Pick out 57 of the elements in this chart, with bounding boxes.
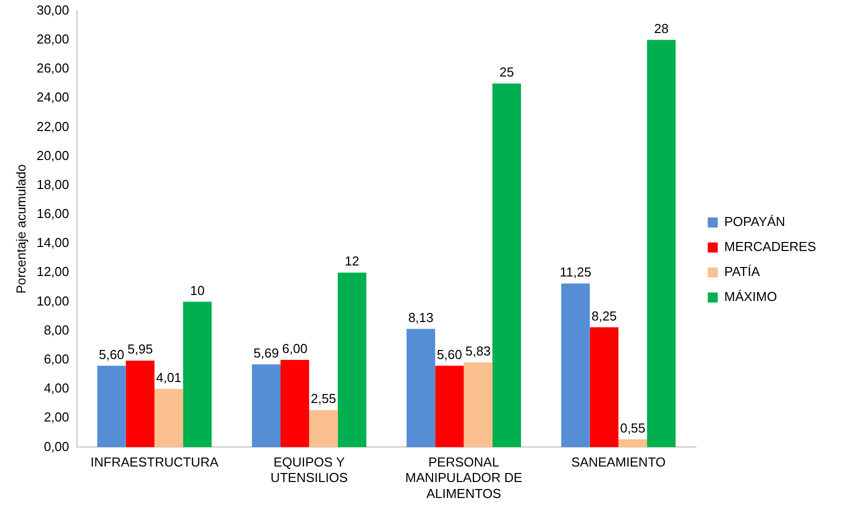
legend-label: PATÍA xyxy=(724,264,760,280)
bar xyxy=(97,366,126,448)
y-tick-label: 20,00 xyxy=(36,148,70,163)
legend-label: POPAYÁN xyxy=(724,214,786,230)
y-tick-label: 6,00 xyxy=(44,352,70,366)
bar xyxy=(338,272,366,448)
x-tick-label: SANEAMIENTO xyxy=(571,454,666,470)
data-label: 8,25 xyxy=(591,308,617,324)
bar xyxy=(492,84,521,448)
y-tick-label: 2,00 xyxy=(44,410,70,425)
data-label: 25 xyxy=(499,64,514,80)
x-tick-label: PERSONAL MANIPULADOR DE ALIMENTOS xyxy=(405,454,523,501)
data-label: 2,55 xyxy=(310,391,336,406)
data-label: 5,60 xyxy=(98,346,124,362)
data-label: 8,13 xyxy=(408,310,434,326)
legend-label: MERCADERES xyxy=(724,239,816,254)
data-label: 5,69 xyxy=(254,346,279,361)
bar xyxy=(618,439,648,448)
data-label: 10 xyxy=(190,282,205,298)
data-label: 5,83 xyxy=(465,343,491,358)
bar xyxy=(435,366,464,448)
bar xyxy=(252,364,281,448)
data-label: 12 xyxy=(344,254,360,269)
data-label: 5,60 xyxy=(436,346,462,362)
data-label: 4,01 xyxy=(156,370,182,385)
bar xyxy=(406,328,436,448)
y-tick-label: 12,00 xyxy=(36,264,70,280)
y-tick-label: 22,00 xyxy=(36,118,70,134)
x-tick-label: INFRAESTRUCTURA xyxy=(90,454,219,470)
y-tick-label: 8,00 xyxy=(44,322,70,338)
bar xyxy=(647,40,676,448)
y-tick-label: 16,00 xyxy=(36,206,70,222)
bar xyxy=(154,388,184,448)
data-label: 0,55 xyxy=(620,420,646,436)
data-label: 5,95 xyxy=(128,342,153,357)
y-tick-label: 10,00 xyxy=(36,293,70,308)
legend-label: MÁXIMO xyxy=(724,289,777,304)
y-tick-label: 28,00 xyxy=(36,31,70,46)
y-tick-label: 0,00 xyxy=(44,438,70,454)
bar xyxy=(280,360,310,448)
y-tick-label: 26,00 xyxy=(36,60,70,76)
y-tick-label: 18,00 xyxy=(36,176,70,192)
bar xyxy=(183,302,212,448)
bar xyxy=(126,360,154,448)
y-tick-label: 14,00 xyxy=(36,235,70,250)
y-tick-label: 24,00 xyxy=(36,90,70,105)
data-label: 6,00 xyxy=(282,341,308,356)
x-tick-label: EQUIPOS Y UTENSILIOS xyxy=(270,454,348,486)
y-tick-label: 30,00 xyxy=(36,2,70,18)
bar xyxy=(590,327,618,448)
data-label: 28 xyxy=(654,20,669,36)
bar xyxy=(464,362,492,448)
bar xyxy=(309,410,338,448)
y-tick-label: 4,00 xyxy=(44,380,70,396)
y-axis-title: Porcentaje acumulado xyxy=(13,164,28,294)
data-label: 11,25 xyxy=(560,264,592,280)
bar xyxy=(561,284,590,448)
